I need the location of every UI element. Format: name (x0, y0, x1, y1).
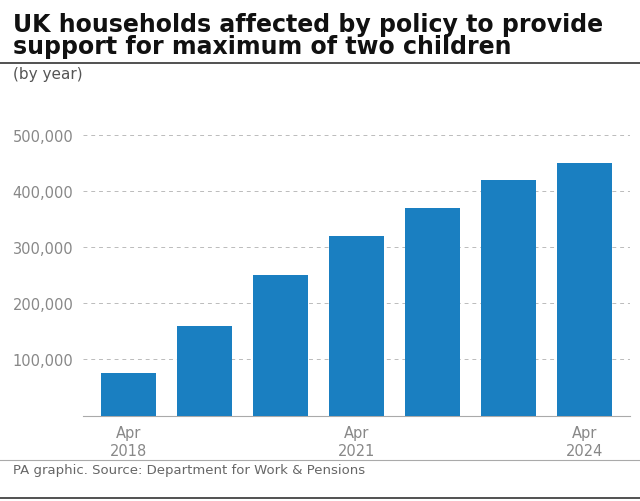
Bar (177, 326, 232, 416)
Bar (102, 374, 156, 416)
Text: (by year): (by year) (13, 67, 83, 82)
Bar (330, 236, 384, 416)
Bar (557, 163, 612, 416)
Bar (253, 276, 308, 416)
Bar (481, 180, 536, 416)
Text: UK households affected by policy to provide: UK households affected by policy to prov… (13, 13, 603, 37)
Bar (406, 208, 460, 416)
Text: support for maximum of two children: support for maximum of two children (13, 35, 511, 59)
Text: PA graphic. Source: Department for Work & Pensions: PA graphic. Source: Department for Work … (13, 463, 365, 476)
